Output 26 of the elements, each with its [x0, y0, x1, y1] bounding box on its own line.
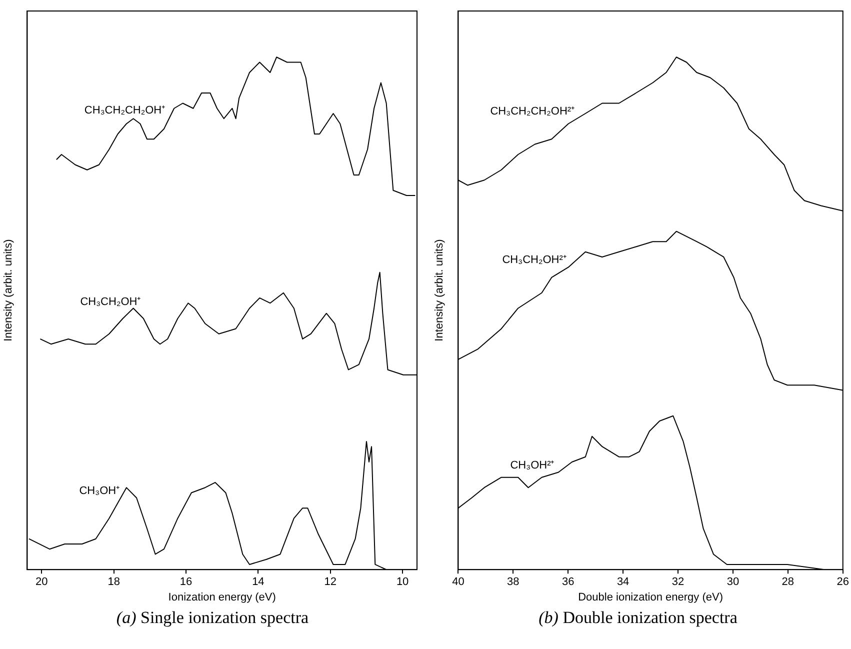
x-axis-title: Ionization energy (eV) [168, 591, 276, 604]
x-tick-label: 12 [324, 576, 337, 588]
x-tick-label: 18 [108, 576, 120, 588]
y-axis-title: Intensity (arbit. units) [2, 239, 15, 342]
x-tick-label: 14 [252, 576, 264, 588]
x-tick-label: 34 [616, 576, 630, 588]
series-label: CH₃CH₂CH₂OH²⁺ [490, 106, 576, 118]
series-label: CH₃CH₂CH₂OH⁺ [84, 104, 166, 117]
x-tick-label: 16 [180, 576, 192, 588]
x-tick-label: 32 [672, 576, 684, 588]
series-label: CH₃OH⁺ [79, 484, 120, 497]
x-tick-label: 40 [452, 576, 464, 588]
x-tick-label: 28 [782, 576, 794, 588]
series-label: CH₃OH²⁺ [510, 459, 555, 472]
text: (b) Double ionization spectra [538, 608, 738, 628]
text: (a) Single ionization spectra [115, 608, 310, 628]
y-axis-title: Intensity (arbit. units) [434, 239, 446, 342]
x-tick-label: 30 [726, 576, 740, 588]
series-label: CH₃CH₂OH²⁺ [502, 254, 567, 266]
x-tick-label: 10 [396, 576, 409, 588]
x-axis-title: Double ionization energy (eV) [578, 591, 723, 604]
x-tick-label: 26 [836, 576, 850, 588]
x-tick-label: 38 [507, 576, 520, 588]
series-label: CH₃CH₂OH⁺ [80, 296, 142, 308]
x-tick-label: 20 [36, 576, 48, 588]
x-tick-label: 36 [562, 576, 574, 588]
